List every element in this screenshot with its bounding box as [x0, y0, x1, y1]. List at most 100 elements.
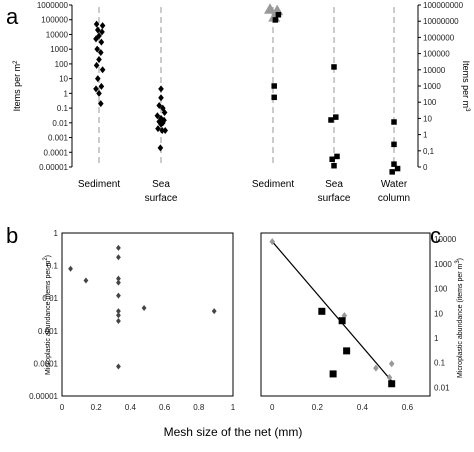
- panel-a-category-label: Sea: [325, 179, 343, 190]
- panel-a-right-tick-label: 10000000: [423, 17, 459, 26]
- panel-c-x-tick-label: 0.4: [357, 403, 369, 412]
- panel-a-point: [328, 117, 334, 123]
- panel-a-point: [334, 153, 340, 160]
- panel-a-point: [160, 119, 166, 127]
- panel-a-point: [331, 162, 337, 169]
- panel-a-left-tick-label: 10000: [46, 30, 69, 39]
- panel-a-label: a: [6, 4, 19, 29]
- panel-c-black-point: [388, 380, 396, 388]
- panel-c-grey-point: [386, 374, 393, 382]
- panel-a-right-tick-label: 100000: [423, 50, 450, 59]
- panel-c-y-tick-label: 10000: [434, 235, 457, 244]
- panel-a-left-tick-label: 0.001: [48, 134, 69, 143]
- panel-a-point: [271, 83, 277, 89]
- panel-c-black-point: [338, 317, 346, 325]
- panel-a-left-tick-label: 0.1: [57, 104, 69, 113]
- panel-a-right-y-label: Items per m3: [461, 61, 471, 113]
- panel-b-y-tick-label: 0.1: [47, 262, 59, 271]
- panel-a-right-tick-label: 1000000: [423, 33, 455, 42]
- panel-a-point: [98, 48, 104, 56]
- panel-a-point: [272, 17, 279, 23]
- panel-a-point: [275, 12, 282, 18]
- panel-a-left-tick-label: 0.00001: [39, 163, 68, 172]
- panel-a-right-tick-label: 100: [423, 98, 437, 107]
- panel-c-black-point: [329, 370, 337, 378]
- panel-b-y-tick-label: 0.00001: [29, 392, 58, 401]
- panel-a-point: [391, 119, 397, 125]
- panel-a-category-label: Water: [381, 179, 408, 190]
- panel-b-point: [68, 265, 73, 272]
- panel-a-right-tick-label: 0,1: [423, 147, 435, 156]
- panel-a-left-tick-label: 100: [55, 60, 69, 69]
- panel-c-y-tick-label: 0.01: [434, 383, 450, 392]
- panel-a-right-tick-label: 1: [423, 131, 428, 140]
- panel-a-category-label: Sediment: [78, 179, 120, 190]
- panel-a-point: [391, 161, 397, 167]
- panel-a-point: [93, 20, 100, 28]
- panel-a-point: [155, 125, 161, 133]
- panel-b-y-tick-label: 0.01: [42, 294, 58, 303]
- panel-a-point: [391, 141, 397, 148]
- panel-c-plot-frame: [260, 232, 431, 397]
- panel-b-x-tick-label: 0.8: [193, 403, 205, 412]
- panel-c-black-point: [343, 347, 351, 355]
- panel-a-point: [159, 127, 165, 135]
- panel-b-point: [211, 308, 217, 315]
- panel-a-point: [394, 165, 401, 172]
- panel-b-label: b: [6, 223, 18, 248]
- panel-a-left-y-label: Items per m2: [12, 60, 22, 112]
- panel-a-point: [99, 66, 106, 74]
- panel-a-point: [98, 100, 104, 108]
- panel-c-grey-point: [269, 238, 276, 246]
- panel-c-x-tick-label: 0.6: [402, 403, 414, 412]
- panel-a-left-tick-label: 0.0001: [44, 148, 69, 157]
- panel-a-category-label: surface: [145, 193, 178, 204]
- panel-a-point: [96, 55, 102, 63]
- panel-a-point: [98, 82, 105, 90]
- panel-c-y-tick-label: 100: [434, 285, 448, 294]
- panel-b-point: [116, 292, 121, 299]
- panel-b-point: [116, 312, 121, 319]
- panel-b-plot-frame: [61, 232, 234, 397]
- panel-a-right-tick-label: 100000000: [423, 1, 464, 10]
- panel-b-y-label: Microplastic abundance (items per m2): [43, 255, 52, 375]
- panel-c-x-tick-label: 0: [270, 403, 275, 412]
- panel-b-y-tick-label: 1: [54, 229, 59, 238]
- panel-a-right-tick-label: 10000: [423, 66, 446, 75]
- panel-a-point: [389, 169, 395, 175]
- panel-a-point: [93, 61, 100, 69]
- panel-a-right-tick-label: 0: [423, 163, 428, 172]
- panel-a-point: [264, 3, 276, 14]
- panel-a-right-tick-label: 1000: [423, 82, 441, 91]
- panel-c-y-tick-label: 1: [434, 334, 439, 343]
- panel-b-chart: b 0.00001 0.0001 0.001 0.01 0.1 1 0 0.2 0.4 0.6 0.8…: [6, 223, 236, 412]
- panel-a-point: [93, 85, 99, 93]
- panel-b-x-tick-label: 1: [231, 403, 236, 412]
- panel-b-point: [116, 254, 121, 261]
- panel-c-grey-point: [388, 360, 395, 368]
- panel-a-point: [161, 109, 168, 117]
- panel-a-left-tick-label: 1000000: [37, 1, 69, 10]
- panel-c-y-tick-label: 10: [434, 309, 443, 318]
- panel-c-y-label: Microplastic abundance (items per m3): [455, 258, 464, 378]
- panel-a-point: [96, 89, 102, 97]
- panel-a-point: [329, 156, 335, 163]
- panel-b-point: [116, 275, 121, 282]
- panel-a-point: [94, 45, 100, 53]
- panel-a-point: [158, 85, 164, 93]
- panel-a-chart: a0.000010.00010.0010.010.111010010001000…: [6, 1, 471, 204]
- panel-a-category-label: column: [378, 193, 410, 204]
- panel-a-point: [271, 94, 277, 101]
- panel-a-point: [333, 114, 339, 120]
- panel-a-point: [157, 144, 164, 152]
- panel-c-y-tick-label: 1000: [434, 260, 452, 269]
- panel-c-y-tick-label: 0.1: [434, 359, 446, 368]
- panel-a-point: [95, 26, 101, 34]
- panel-a-category-label: Sediment: [252, 179, 294, 190]
- panel-b-x-tick-label: 0.2: [91, 403, 103, 412]
- panel-c-chart: c 0.01 0.1 1 10 100 1000 10000 0 0.2 0.4 0.6 Micropl…: [260, 223, 464, 412]
- panel-b-point: [116, 279, 121, 286]
- panel-a-left-tick-label: 0.01: [52, 119, 68, 128]
- panel-a-left-tick-label: 1: [64, 89, 69, 98]
